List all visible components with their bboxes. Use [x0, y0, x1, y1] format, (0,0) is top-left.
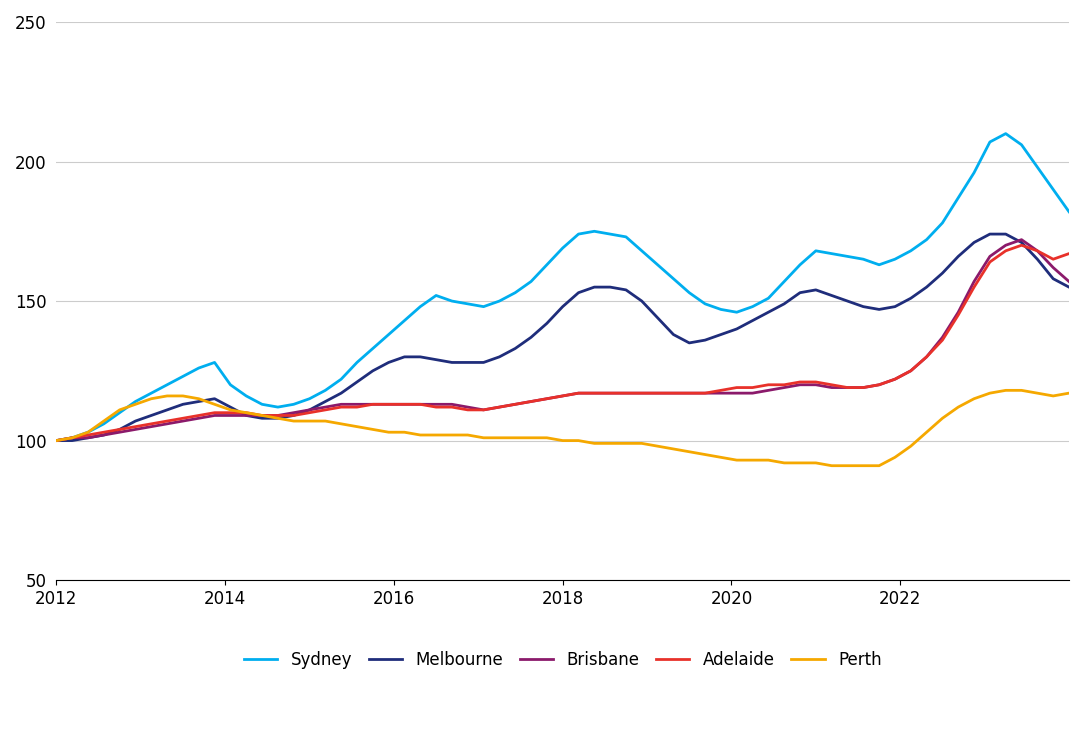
- Adelaide: [572, 389, 585, 398]
- Brisbane: [350, 400, 363, 409]
- Adelaide: [1015, 241, 1028, 250]
- Perth: [999, 386, 1012, 395]
- Melbourne: [287, 411, 300, 420]
- Sydney: [477, 302, 490, 311]
- Adelaide: [1031, 246, 1044, 255]
- Perth: [825, 461, 838, 470]
- Melbourne: [920, 282, 933, 291]
- Line: Melbourne: Melbourne: [56, 234, 1069, 441]
- Brisbane: [1015, 235, 1028, 244]
- Adelaide: [287, 411, 300, 420]
- Brisbane: [1062, 277, 1075, 286]
- Sydney: [1062, 207, 1075, 216]
- Brisbane: [477, 405, 490, 414]
- Line: Sydney: Sydney: [56, 133, 1069, 441]
- Melbourne: [350, 377, 363, 386]
- Perth: [287, 416, 300, 425]
- Sydney: [50, 436, 63, 445]
- Brisbane: [920, 352, 933, 361]
- Brisbane: [287, 408, 300, 417]
- Adelaide: [1062, 249, 1075, 258]
- Melbourne: [1031, 255, 1044, 264]
- Brisbane: [1031, 246, 1044, 255]
- Adelaide: [350, 403, 363, 412]
- Legend: Sydney, Melbourne, Brisbane, Adelaide, Perth: Sydney, Melbourne, Brisbane, Adelaide, P…: [237, 645, 888, 675]
- Melbourne: [50, 436, 63, 445]
- Perth: [350, 422, 363, 431]
- Sydney: [572, 230, 585, 239]
- Sydney: [287, 400, 300, 409]
- Line: Perth: Perth: [56, 390, 1069, 465]
- Melbourne: [572, 288, 585, 297]
- Sydney: [1031, 163, 1044, 172]
- Sydney: [920, 235, 933, 244]
- Melbourne: [1062, 282, 1075, 291]
- Melbourne: [983, 230, 996, 239]
- Brisbane: [50, 436, 63, 445]
- Brisbane: [572, 389, 585, 398]
- Adelaide: [477, 405, 490, 414]
- Perth: [50, 436, 63, 445]
- Sydney: [350, 358, 363, 367]
- Line: Adelaide: Adelaide: [56, 245, 1069, 441]
- Perth: [477, 433, 490, 442]
- Line: Brisbane: Brisbane: [56, 239, 1069, 441]
- Perth: [1062, 389, 1075, 398]
- Perth: [572, 436, 585, 445]
- Melbourne: [477, 358, 490, 367]
- Perth: [935, 413, 948, 422]
- Sydney: [999, 129, 1012, 138]
- Adelaide: [920, 352, 933, 361]
- Perth: [1031, 389, 1044, 398]
- Adelaide: [50, 436, 63, 445]
